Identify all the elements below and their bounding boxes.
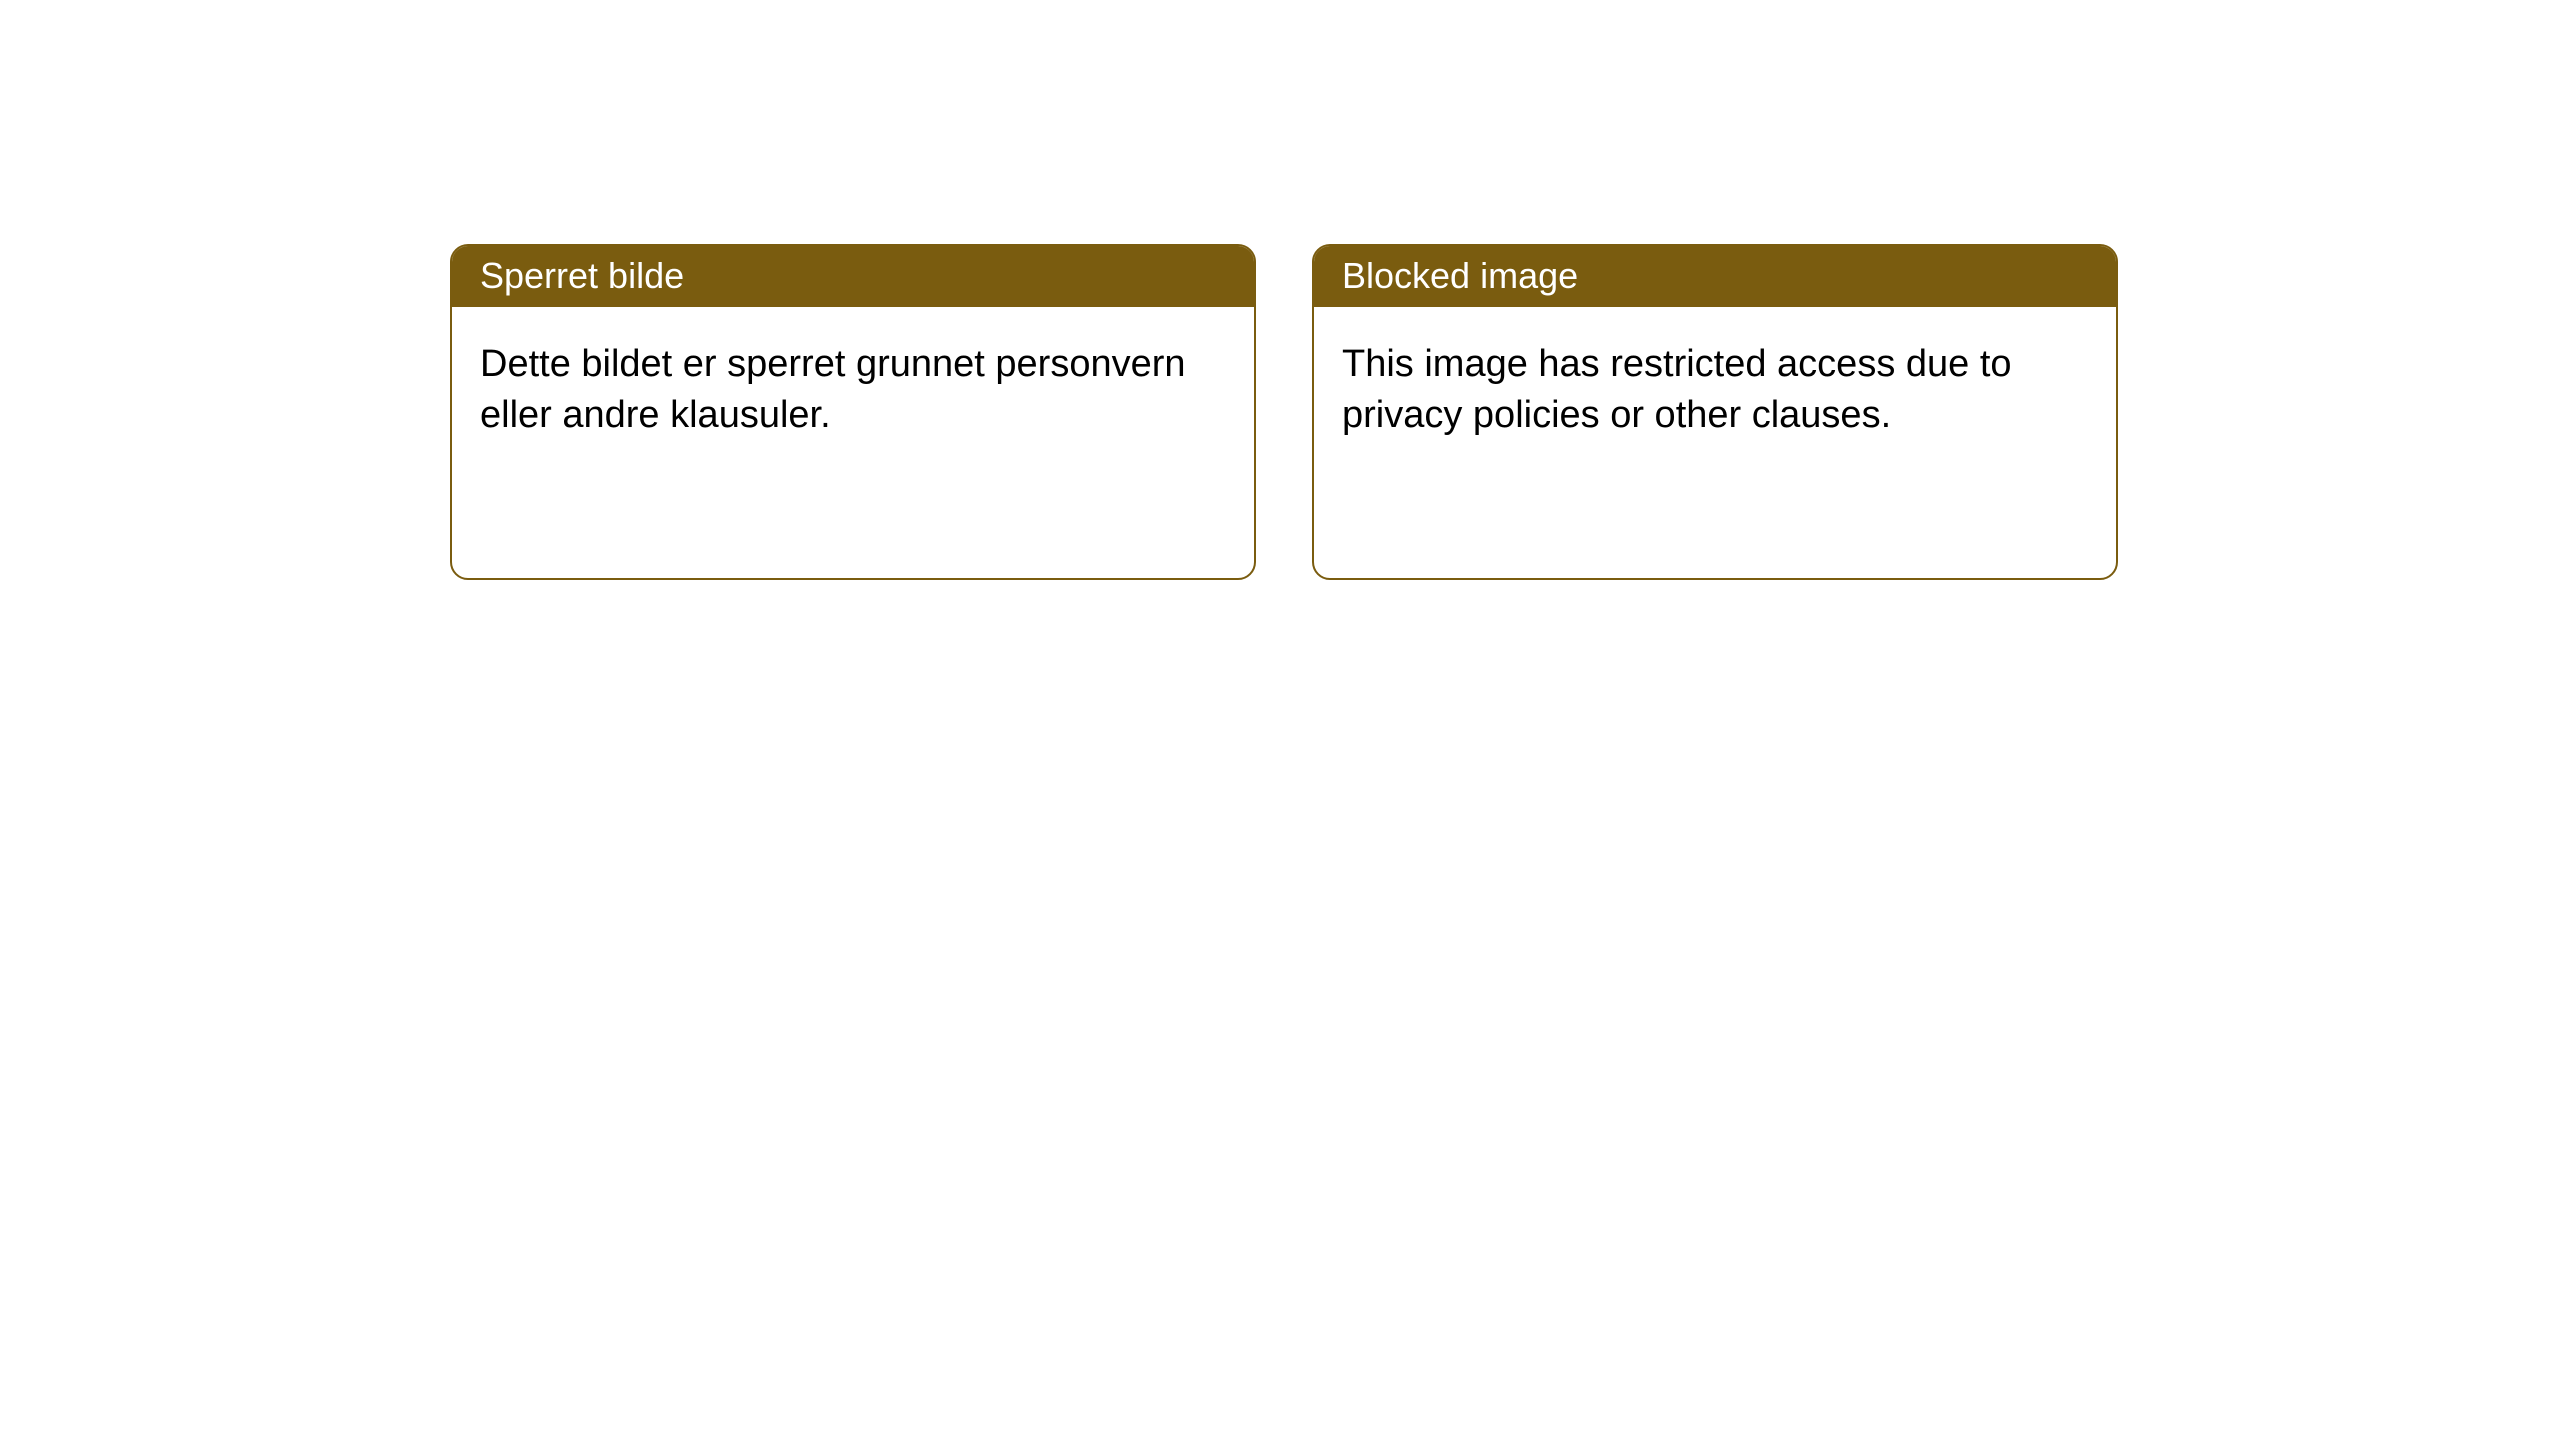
notice-header-english: Blocked image	[1314, 246, 2116, 307]
notice-body-english: This image has restricted access due to …	[1314, 307, 2116, 474]
notice-container: Sperret bilde Dette bildet er sperret gr…	[0, 0, 2560, 580]
notice-body-norwegian: Dette bildet er sperret grunnet personve…	[452, 307, 1254, 474]
notice-box-english: Blocked image This image has restricted …	[1312, 244, 2118, 580]
notice-header-norwegian: Sperret bilde	[452, 246, 1254, 307]
notice-box-norwegian: Sperret bilde Dette bildet er sperret gr…	[450, 244, 1256, 580]
